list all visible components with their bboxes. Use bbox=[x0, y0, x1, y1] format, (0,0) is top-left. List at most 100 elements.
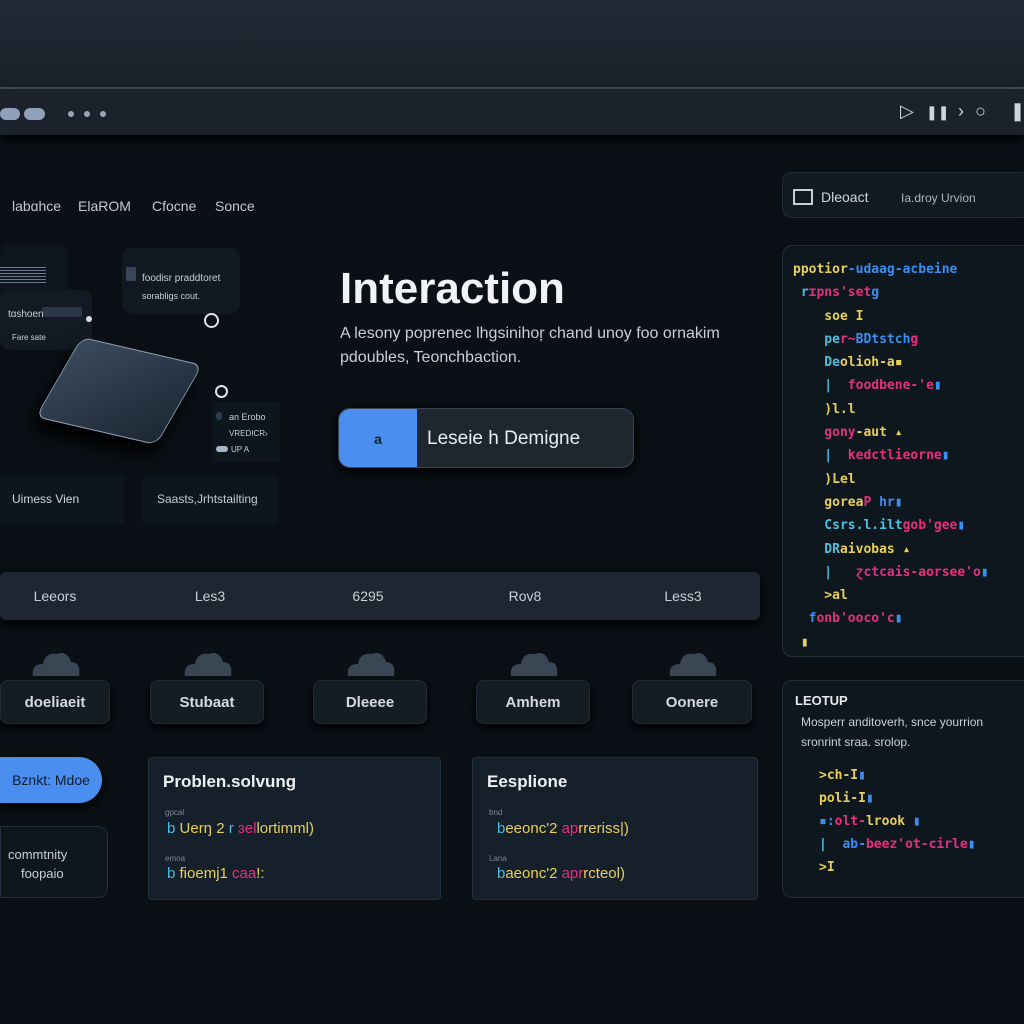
code-token: ab- bbox=[842, 837, 866, 852]
code-token: r~ bbox=[839, 331, 856, 347]
menu-dot[interactable] bbox=[100, 111, 106, 117]
code-token: eeonc'2 bbox=[505, 820, 562, 837]
menu-dot[interactable] bbox=[84, 111, 90, 117]
code-token: -aut ▴ bbox=[855, 425, 903, 441]
legend-item: VREDICR› bbox=[229, 429, 268, 438]
forward-icon[interactable]: › bbox=[958, 101, 964, 121]
category-chip[interactable]: Stubaat bbox=[150, 680, 264, 724]
code-token: apr bbox=[561, 865, 584, 882]
code-token: olioh-a▪ bbox=[839, 355, 903, 371]
node-dot bbox=[86, 316, 92, 322]
nav-item[interactable]: Cfocne bbox=[152, 198, 197, 214]
category-chip[interactable]: Oonere bbox=[632, 680, 752, 724]
play-icon[interactable]: ▷ bbox=[900, 101, 914, 121]
card-label: gpcal bbox=[165, 808, 185, 817]
code-line: >ch-I▮ bbox=[819, 764, 976, 787]
legend-icon bbox=[216, 446, 228, 452]
code-line: )Lel bbox=[793, 468, 989, 491]
toolbar: ▷ ❚❚ › ○ ❚ bbox=[0, 89, 1024, 135]
column-header[interactable]: 6295 bbox=[352, 588, 384, 604]
column-header[interactable]: Leeors bbox=[33, 588, 77, 604]
cta-icon: a bbox=[339, 409, 417, 467]
code-token: hr▮ bbox=[871, 494, 903, 510]
code-token: b bbox=[497, 820, 506, 837]
code-token: ɪpns'set bbox=[808, 285, 872, 301]
divider bbox=[0, 87, 1024, 89]
tag-label: Fare sate bbox=[12, 333, 46, 342]
code-token: kedctlieorne bbox=[847, 448, 942, 464]
code-line: gony-aut ▴ bbox=[793, 421, 989, 444]
pause-icon[interactable]: ❚ bbox=[1010, 101, 1024, 121]
pause-icon[interactable]: ❚❚ bbox=[926, 104, 950, 120]
window-control-pill[interactable] bbox=[0, 108, 20, 120]
code-token: soe I bbox=[793, 308, 864, 324]
code-token: )Lel bbox=[793, 471, 856, 487]
code-line: | foodbene-'e▮ bbox=[793, 374, 989, 397]
table-header: Leeors Les3 6295 Rov8 Less3 bbox=[0, 572, 760, 620]
illustration-panel: foodisr praddtoret sorabligs cout. tɑsho… bbox=[0, 240, 280, 530]
code-token: r bbox=[228, 820, 238, 837]
category-chip[interactable]: Dleeee bbox=[313, 680, 427, 724]
caption: Saasts,Jrhtstailting bbox=[157, 492, 258, 506]
code-line: b fioemj1 caa!: bbox=[167, 865, 265, 882]
code-token: ▮ bbox=[957, 518, 966, 534]
code-token: g bbox=[910, 331, 919, 347]
window-icon[interactable] bbox=[793, 189, 813, 205]
code-token: olt- bbox=[834, 814, 866, 829]
code-token: gob'gee bbox=[902, 518, 958, 534]
code-token: ɀctcais-aorsee'o bbox=[855, 564, 981, 580]
code-token: rreriss|) bbox=[578, 820, 629, 837]
code-token: ▪: bbox=[819, 814, 835, 829]
right-header-card: Dleoact Ia.droy Urvion bbox=[782, 172, 1024, 218]
menu-dot[interactable] bbox=[68, 111, 74, 117]
example-card: Eesplione bnd beeonc'2 aprreriss|) Lana … bbox=[472, 757, 758, 900]
window-control-pill[interactable] bbox=[24, 108, 45, 120]
column-header[interactable]: Rov8 bbox=[508, 588, 542, 604]
cloud-icon bbox=[510, 653, 558, 676]
caption: Uimess Vien bbox=[12, 492, 80, 506]
nav-item[interactable]: ElaROM bbox=[78, 198, 131, 214]
top-band bbox=[0, 0, 1024, 88]
code-token: DR bbox=[793, 541, 840, 557]
code-line: Csrs.l.iltgob'gee▮ bbox=[793, 514, 989, 537]
code-line: | kedctlieorne▮ bbox=[793, 444, 989, 467]
category-chip[interactable]: Amhem bbox=[476, 680, 590, 724]
nav-item[interactable]: Sonce bbox=[215, 198, 255, 214]
caption-card: Uimess Vien bbox=[0, 475, 124, 525]
node-circle bbox=[204, 313, 219, 328]
tag-bar bbox=[42, 307, 82, 317]
code-token: caa bbox=[232, 865, 257, 882]
category-chip[interactable]: doeliaeit bbox=[0, 680, 110, 724]
code-line: beeonc'2 aprreriss|) bbox=[497, 820, 629, 837]
cloud-icon bbox=[32, 653, 80, 676]
code-token: pp bbox=[793, 262, 809, 277]
cta-button[interactable]: a Leseie h Demigne bbox=[338, 408, 634, 468]
code-token: ▮ bbox=[980, 564, 989, 580]
card-label: Lana bbox=[489, 854, 507, 863]
code-line: baeonc'2 aprrcteol) bbox=[497, 865, 625, 882]
code-token: lortimml) bbox=[256, 820, 314, 837]
code-token: ap bbox=[561, 820, 579, 837]
code-token: ▮ bbox=[941, 448, 950, 464]
card-title: Eesplione bbox=[487, 772, 568, 791]
code-token: -udaag-acbeine bbox=[847, 262, 958, 277]
chip-device bbox=[35, 336, 203, 446]
nav-item[interactable]: labɑhce bbox=[12, 198, 62, 214]
code-token: )l.l bbox=[793, 401, 856, 417]
column-header[interactable]: Les3 bbox=[194, 588, 226, 604]
code-line: fonb'ooco'c▮ bbox=[793, 607, 989, 630]
code-token: b bbox=[497, 865, 506, 882]
code-line: ppotior-udaag-acbeine bbox=[793, 258, 989, 281]
column-header[interactable]: Less3 bbox=[664, 588, 702, 604]
mode-button[interactable]: Bznkt: Mdoe bbox=[0, 757, 102, 803]
code-token: gorea bbox=[793, 494, 864, 510]
code-token: pe bbox=[793, 331, 840, 347]
code-token: ▮ bbox=[894, 611, 903, 627]
card-label: emoa bbox=[165, 854, 186, 863]
legend-card: an Erobo VREDICR› UP A bbox=[212, 402, 280, 462]
code-line: goreaP hr▮ bbox=[793, 491, 989, 514]
community-card[interactable]: commtnity foopaio bbox=[0, 826, 108, 898]
cloud-icon bbox=[184, 653, 232, 676]
code-token: b bbox=[167, 865, 180, 882]
record-icon[interactable]: ○ bbox=[975, 101, 986, 121]
